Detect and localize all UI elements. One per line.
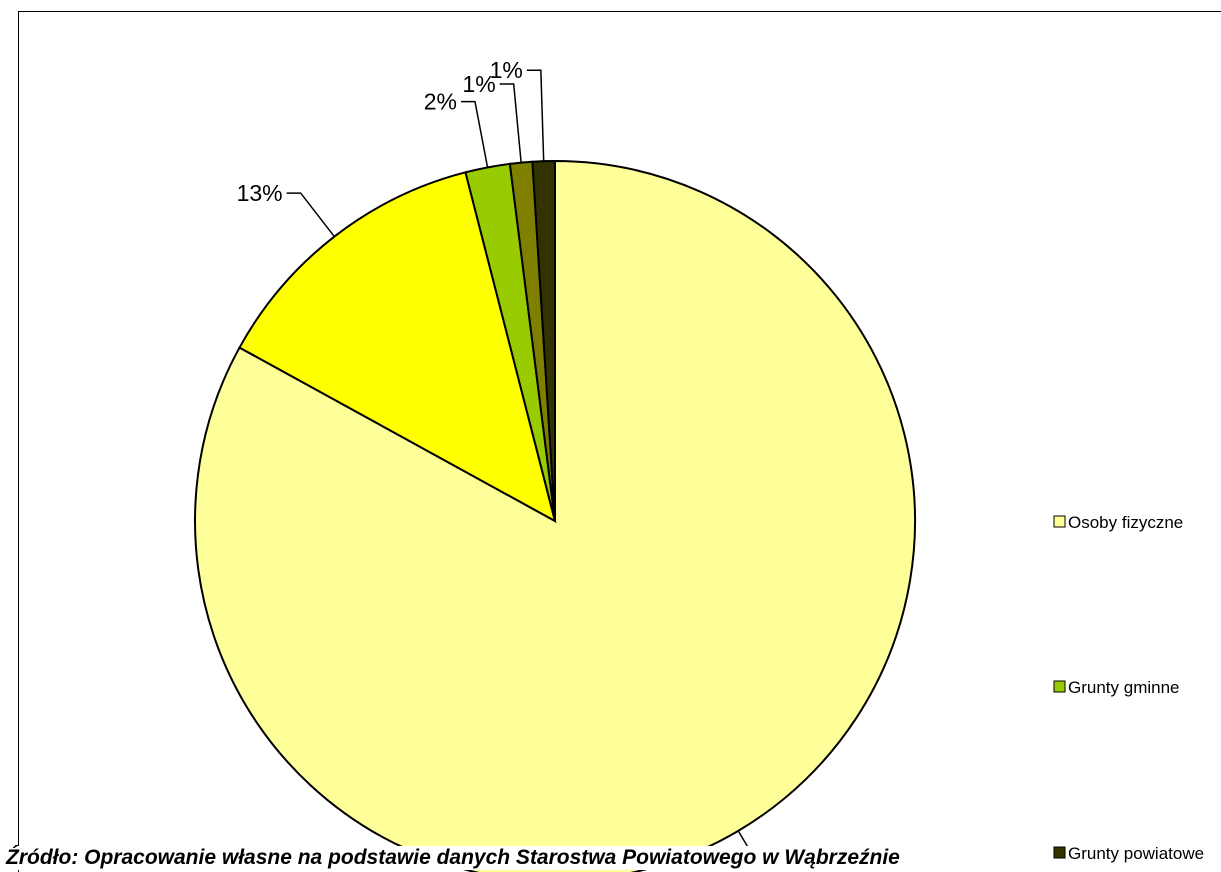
pie-slices: [194, 159, 916, 872]
legend-swatch-0: [1053, 515, 1066, 528]
legend-label-1: Grunty gminne: [1068, 678, 1180, 697]
pie-slice-1: [238, 171, 557, 523]
legend-swatch-1: [1053, 680, 1066, 693]
chart-area: [18, 11, 1221, 872]
legend: Osoby fizyczne Grunty gminne Grunty powiat…: [1053, 513, 1204, 863]
data-label-1: 13%: [237, 180, 283, 206]
legend-label-2: Grunty powiatowe: [1068, 844, 1204, 863]
data-label-4: 1%: [490, 57, 523, 83]
legend-label-0: Osoby fizyczne: [1068, 513, 1183, 532]
leader-line-1: [286, 192, 335, 238]
leader-line-3: [499, 83, 522, 163]
legend-swatch-2: [1053, 846, 1066, 859]
data-label-2: 2%: [424, 89, 457, 115]
source-note: Źródło: Opracowanie własne na podstawie …: [6, 846, 900, 870]
leader-line-4: [526, 69, 545, 162]
leader-line-2: [460, 100, 489, 168]
data-label-3: 1%: [462, 71, 495, 97]
